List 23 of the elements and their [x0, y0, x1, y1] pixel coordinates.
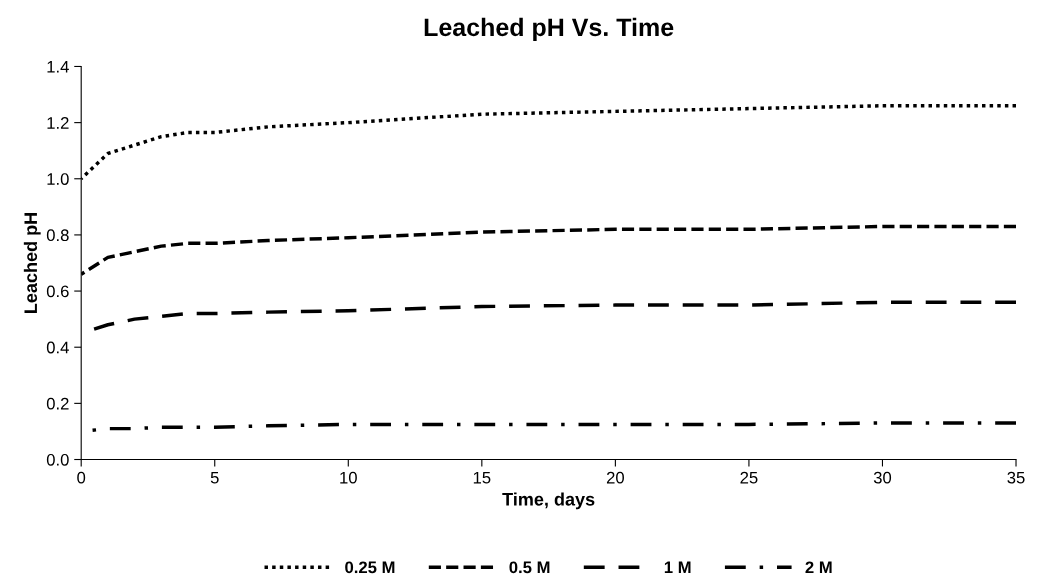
y-tick-label: 0.4 — [46, 341, 69, 354]
y-tick-label: 0.2 — [46, 397, 69, 410]
x-tick-label: 25 — [740, 471, 758, 484]
y-axis-title: Leached pH — [23, 213, 41, 313]
y-tick-label: 1.2 — [47, 117, 69, 129]
x-tick-label: 35 — [1007, 471, 1025, 484]
legend-label: 2 M — [805, 561, 832, 574]
y-tick-label: 0.6 — [46, 285, 69, 298]
y-tick-label: 0.8 — [46, 229, 69, 242]
x-tick-label: 20 — [606, 471, 624, 484]
y-tick-label: 1.0 — [47, 173, 69, 185]
chart-title: Leached pH Vs. Time — [424, 17, 674, 42]
legend-label: 0.5 M — [509, 561, 550, 574]
y-tick-label: 0.0 — [46, 453, 69, 466]
x-tick-label: 15 — [473, 471, 491, 484]
x-tick-label: 0 — [77, 471, 86, 484]
x-tick-label: 10 — [340, 471, 357, 484]
x-tick-label: 30 — [873, 471, 892, 484]
legend-label: 0.25 M — [345, 561, 395, 574]
y-tick-label: 1.4 — [47, 61, 69, 73]
legend-label: 1 M — [664, 561, 691, 574]
x-tick-label: 5 — [210, 471, 219, 484]
x-axis-title: Time, days — [502, 492, 595, 510]
